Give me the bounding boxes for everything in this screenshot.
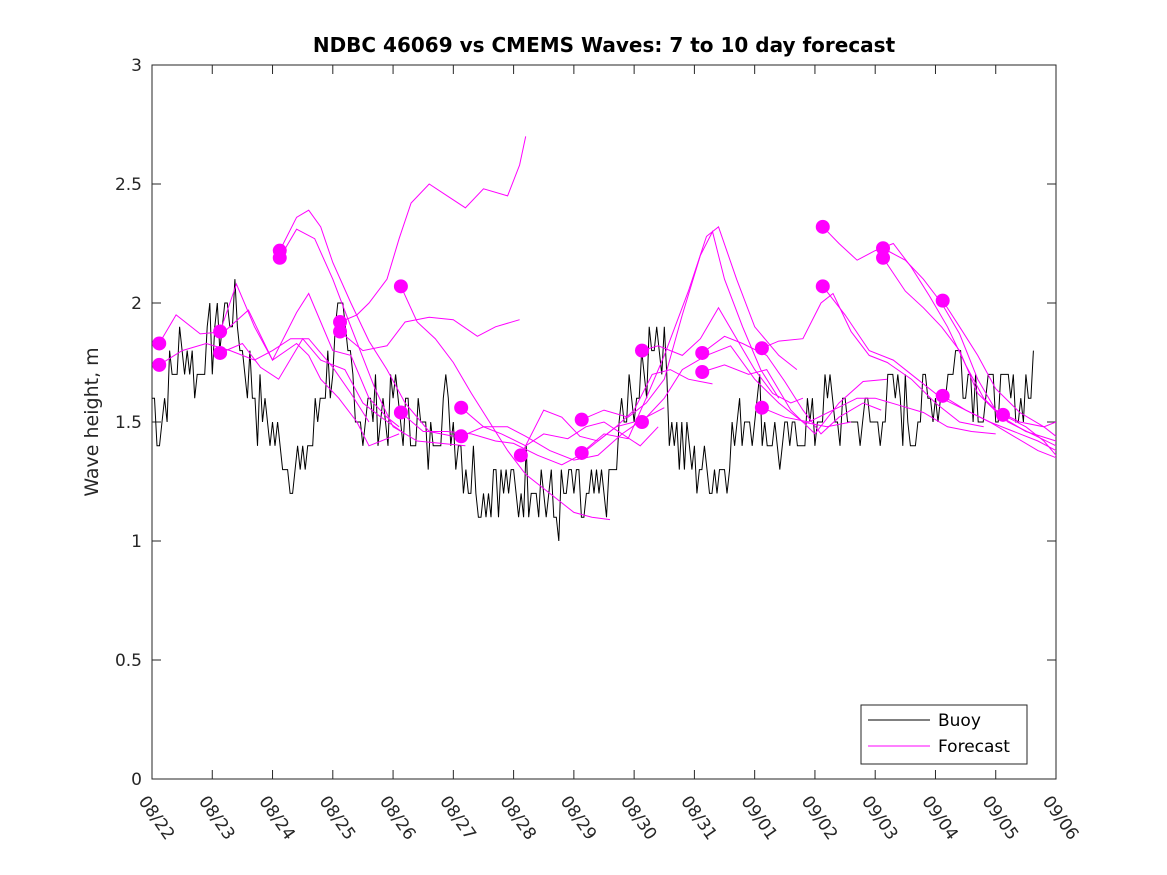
legend: Buoy Forecast [860,704,1028,765]
forecast-line [581,230,780,421]
forecast-start-marker [454,400,469,415]
forecast-line [942,395,1057,459]
forecast-start-marker [574,412,589,427]
forecast-line [400,286,611,521]
forecast-start-marker [152,336,167,351]
forecast-start-marker [754,400,769,415]
legend-forecast-label: Forecast [938,737,1010,757]
buoy-series [152,279,1034,542]
forecast-line [158,309,400,447]
y-axis: 0 0.5 1 1.5 2 2.5 3 [115,56,1056,790]
forecast-line [822,226,1057,447]
y-tick-label: 2 [131,294,142,314]
forecast-line [339,136,527,323]
forecast-start-marker [393,405,408,420]
forecast-start-marker [513,448,528,463]
forecast-start-marker [213,345,228,360]
buoy-line [152,279,1034,542]
forecast-start-marker [152,357,167,372]
forecast-line [581,225,798,454]
forecast-start-marker [634,343,649,358]
forecast-start-marker [272,250,287,265]
y-tick-label: 1.5 [115,413,142,433]
y-tick-label: 0.5 [115,651,142,671]
forecast-start-marker [695,345,710,360]
forecast-start-marker [393,279,408,294]
forecast-line [1002,414,1057,456]
forecast-start-marker [574,445,589,460]
forecast-start-marker [454,429,469,444]
forecast-line [761,397,996,435]
forecast-line [520,369,713,456]
chart-title: NDBC 46069 vs CMEMS Waves: 7 to 10 day f… [313,33,896,57]
forecast-line [882,247,1057,428]
y-tick-label: 1 [131,532,142,552]
forecast-line [882,257,1057,442]
forecast-line [219,282,400,428]
forecast-start-marker [754,341,769,356]
legend-box [860,704,1028,765]
forecast-line [761,292,984,428]
forecast-start-marker [333,324,348,339]
forecast-line [641,306,804,404]
forecast-line [279,228,466,447]
forecast-line [702,364,888,435]
forecast-start-marker [995,407,1010,422]
forecast-line [339,316,520,352]
y-axis-label: Wave height, m [81,347,103,496]
forecast-start-marker [935,388,950,403]
forecast-start-marker [634,415,649,429]
forecast-series [152,136,1057,521]
y-tick-label: 3 [131,56,142,76]
forecast-start-marker [815,279,830,294]
forecast-line [641,345,852,428]
y-tick-label: 0 [131,770,142,790]
forecast-line [942,300,1057,437]
forecast-line [219,337,406,435]
forecast-start-marker [815,219,830,234]
forecast-start-marker [876,250,891,265]
forecast-line [701,335,882,435]
forecast-line [279,209,454,437]
forecast-start-marker [935,293,950,308]
legend-buoy-label: Buoy [938,711,981,731]
y-tick-label: 2.5 [115,175,142,195]
forecast-start-marker [213,324,228,339]
forecast-line [158,338,370,423]
forecast-start-marker [695,365,710,380]
